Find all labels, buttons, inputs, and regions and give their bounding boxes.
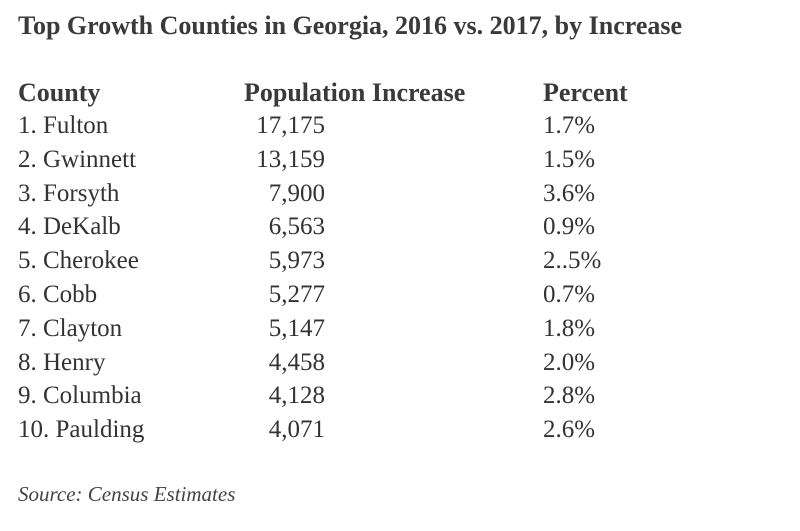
table-row: 8. Henry 4,458 2.0% xyxy=(0,346,800,380)
table-row: 2. Gwinnett 13,159 1.5% xyxy=(0,143,800,177)
percent-cell: 1.7% xyxy=(543,112,596,139)
county-cell: 7. Clayton xyxy=(18,314,123,342)
increase-cell: 17,175 xyxy=(256,112,325,139)
percent-cell: 2..5% xyxy=(543,247,602,275)
increase-cell: 6,563 xyxy=(268,213,325,241)
increase-cell: 4,128 xyxy=(268,382,325,410)
column-header-county: County xyxy=(18,78,101,107)
county-cell: 2. Gwinnett xyxy=(18,145,137,173)
percent-cell: 2.0% xyxy=(543,348,596,376)
increase-cell: 4,458 xyxy=(268,348,325,376)
percent-cell: 2.8% xyxy=(543,382,596,410)
column-header-population-increase: Population Increase xyxy=(244,78,466,107)
county-cell: 10. Paulding xyxy=(18,416,145,444)
table-row: 1. Fulton 17,175 1.7% xyxy=(0,109,800,143)
county-cell: 5. Cherokee xyxy=(18,247,139,275)
percent-cell: 1.5% xyxy=(543,145,596,173)
table-row: 6. Cobb 5,277 0.7% xyxy=(0,278,800,312)
source-note: Source: Census Estimates xyxy=(18,482,236,506)
county-cell: 3. Forsyth xyxy=(18,179,120,207)
increase-cell: 5,973 xyxy=(268,247,325,275)
table-row: 9. Columbia 4,128 2.8% xyxy=(0,379,800,413)
percent-cell: 0.9% xyxy=(543,213,596,241)
table-row: 10. Paulding 4,071 2.6% xyxy=(0,413,800,447)
county-cell: 9. Columbia xyxy=(18,382,142,410)
table-row: 3. Forsyth 7,900 3.6% xyxy=(0,177,800,211)
increase-cell: 5,147 xyxy=(268,314,325,342)
county-cell: 4. DeKalb xyxy=(18,213,121,241)
increase-cell: 4,071 xyxy=(268,416,325,444)
increase-cell: 13,159 xyxy=(256,145,325,173)
county-cell: 6. Cobb xyxy=(18,280,98,308)
increase-cell: 5,277 xyxy=(268,280,325,308)
table-row: 7. Clayton 5,147 1.8% xyxy=(0,312,800,346)
county-cell: 8. Henry xyxy=(18,348,106,376)
table-body: 1. Fulton 17,175 1.7% 2. Gwinnett 13,159… xyxy=(0,109,800,447)
percent-cell: 1.8% xyxy=(543,314,596,342)
table-row: 4. DeKalb 6,563 0.9% xyxy=(0,210,800,244)
column-header-percent: Percent xyxy=(543,78,628,107)
page-title: Top Growth Counties in Georgia, 2016 vs.… xyxy=(18,11,683,40)
county-cell: 1. Fulton xyxy=(18,112,109,139)
percent-cell: 0.7% xyxy=(543,280,596,308)
table-header: County Population Increase Percent xyxy=(0,77,800,109)
percent-cell: 3.6% xyxy=(543,179,596,207)
table-row: 5. Cherokee 5,973 2..5% xyxy=(0,244,800,278)
percent-cell: 2.6% xyxy=(543,416,596,444)
increase-cell: 7,900 xyxy=(268,179,325,207)
